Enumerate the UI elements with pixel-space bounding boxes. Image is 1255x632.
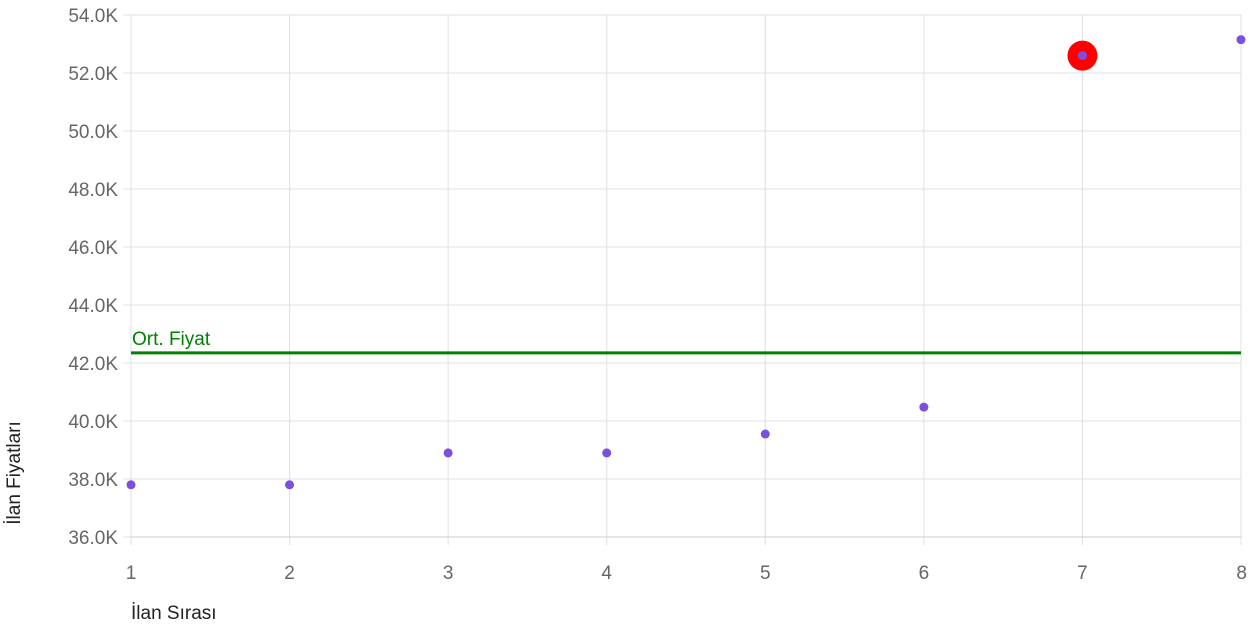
x-tick-label: 8 bbox=[1236, 563, 1247, 584]
x-tick-label: 6 bbox=[919, 563, 930, 584]
y-grid-lines bbox=[123, 14, 1241, 538]
data-point-5[interactable] bbox=[760, 429, 770, 439]
data-point-6[interactable] bbox=[919, 402, 929, 412]
y-tick-label: 44.0K bbox=[68, 296, 118, 317]
data-point-8[interactable] bbox=[1236, 35, 1246, 45]
data-points bbox=[126, 35, 1246, 490]
data-point-2[interactable] bbox=[285, 480, 295, 490]
average-price-label: Ort. Fiyat bbox=[132, 329, 211, 350]
x-tick-labels: 1 2 3 4 5 6 7 8 bbox=[126, 563, 1247, 584]
x-tick-label: 3 bbox=[443, 563, 454, 584]
data-point-4[interactable] bbox=[602, 448, 612, 458]
y-tick-label: 38.0K bbox=[68, 470, 118, 491]
y-tick-labels: 36.0K 38.0K 40.0K 42.0K 44.0K 46.0K 48.0K 50.0K… bbox=[68, 6, 118, 549]
y-axis-title: İlan Fiyatları bbox=[4, 421, 25, 524]
x-tick-label: 7 bbox=[1077, 563, 1088, 584]
y-tick-label: 48.0K bbox=[68, 180, 118, 201]
y-tick-label: 40.0K bbox=[68, 412, 118, 433]
x-tick-label: 1 bbox=[126, 563, 137, 584]
y-tick-label: 50.0K bbox=[68, 122, 118, 143]
y-tick-label: 46.0K bbox=[68, 238, 118, 259]
data-point-1[interactable] bbox=[126, 480, 136, 490]
y-tick-label: 52.0K bbox=[68, 64, 118, 85]
x-tick-label: 2 bbox=[284, 563, 295, 584]
y-tick-label: 54.0K bbox=[68, 6, 118, 27]
x-tick-label: 5 bbox=[760, 563, 771, 584]
x-grid-lines bbox=[130, 15, 1242, 545]
data-point-7[interactable] bbox=[1077, 51, 1087, 61]
data-point-3[interactable] bbox=[443, 448, 453, 458]
y-tick-label: 42.0K bbox=[68, 354, 118, 375]
x-axis-title: İlan Sırası bbox=[131, 603, 217, 624]
y-tick-label: 36.0K bbox=[68, 528, 118, 549]
x-tick-label: 4 bbox=[601, 563, 612, 584]
